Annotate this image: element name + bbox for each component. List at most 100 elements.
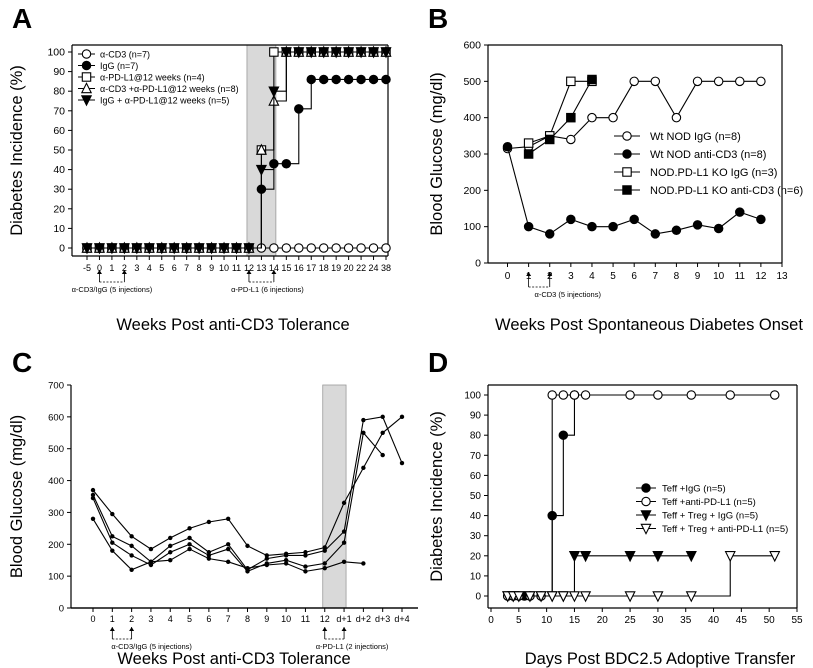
panel-c-data-point — [90, 487, 96, 493]
panel-c-x-tick-label: 2 — [129, 614, 134, 624]
panel-d-data-point — [547, 390, 557, 400]
panel-a-data-point — [356, 243, 366, 253]
panel-c-x-tick-label: 4 — [168, 614, 173, 624]
panel-a-data-point — [368, 243, 379, 253]
panel-a-x-tick-label: 7 — [184, 263, 189, 273]
panel-a-y-tick-label: 30 — [53, 184, 65, 196]
panel-b-data-point — [566, 214, 576, 225]
panel-c-data-point — [90, 492, 96, 498]
panel-c-x-tick-label: d+3 — [375, 614, 390, 624]
panel-a-x-tick-label: 13 — [256, 263, 266, 273]
panel-a-data-point — [218, 243, 230, 255]
panel-b-legend-label: Wt NOD anti-CD3 (n=8) — [650, 149, 766, 161]
panel-d-legend: Teff +IgG (n=5) Teff +anti-PD-L1 (n=5) Tef… — [636, 483, 788, 535]
panel-c-x-axis-title: Weeks Post anti-CD3 Tolerance — [117, 650, 350, 668]
panel-a-data-point — [281, 158, 292, 169]
panel-c-x-tick-label: 6 — [206, 614, 211, 624]
panel-c-x-tick-label: 0 — [90, 614, 95, 624]
panel-c-data-point — [399, 460, 405, 466]
panel-a-data-point — [181, 243, 193, 255]
panel-b-data-point — [566, 134, 576, 145]
panel-d-y-tick-label: 0 — [475, 592, 481, 603]
panel-c-data-point — [168, 535, 173, 541]
panel-c-x-tick-label: 3 — [148, 614, 153, 624]
panel-a-x-tick-label: 5 — [159, 263, 164, 273]
panel-d-x-tick-label: 15 — [569, 615, 581, 626]
panel-d-data-point — [624, 591, 636, 603]
panel-b-y-tick-label: 0 — [475, 258, 481, 270]
panel-a-data-point — [380, 47, 392, 59]
panel-c-x-tick-label: 9 — [264, 614, 269, 624]
panel-c-data-point — [168, 543, 173, 549]
panel-d-data-point — [579, 551, 592, 563]
panel-b-x-tick-label: 8 — [674, 271, 680, 282]
panel-a-data-point — [243, 243, 255, 255]
panel-d-y-tick-label: 20 — [470, 551, 482, 562]
panel-d-legend-marker — [640, 510, 652, 522]
panel-d-data-point — [558, 390, 569, 400]
panel-b-data-point — [713, 223, 724, 234]
panel-c-data-point — [380, 430, 385, 435]
panel-c-data-point — [322, 561, 327, 566]
panel-b-x-tick-label: 13 — [776, 271, 788, 282]
panel-d-x-tick-label: 10 — [541, 615, 553, 626]
panel-a-injection-label: α-PD-L1 (6 injections) — [231, 285, 304, 294]
panel-a-data-point — [331, 243, 341, 253]
panel-a-data-point — [331, 74, 341, 85]
panel-a-data-point — [306, 243, 316, 253]
panel-a-data-point — [318, 74, 329, 85]
panel-a-data-point — [255, 143, 268, 155]
panel-a-arrowhead — [121, 270, 127, 274]
panel-a-x-tick-label: 4 — [147, 263, 152, 273]
panel-b-data-point — [608, 112, 618, 123]
panel-a-injection-marker: α-PD-L1 (6 injections) — [231, 270, 304, 294]
panel-a-legend-label: α-CD3 (n=7) — [100, 50, 150, 60]
panel-d-x-tick-label: 40 — [708, 615, 720, 626]
panel-a-arrowhead — [246, 270, 252, 274]
panel-a-series-line — [87, 51, 386, 249]
panel-b-data-point — [566, 76, 576, 87]
panel-c-y-tick-label: 200 — [48, 540, 64, 551]
panel-c-injection-marker: α-CD3/IgG (5 injections) — [109, 627, 192, 651]
panel-b-data-point — [692, 76, 703, 87]
panel-c-injection-label: α-PD-L1 (2 injections) — [316, 642, 389, 651]
panel-c-series-line — [92, 416, 403, 556]
panel-c-data-point — [110, 534, 115, 539]
panel-c-y-axis-title: Blood Glucose (mg/dl) — [8, 415, 26, 578]
panel-a-y-tick-label: 10 — [53, 223, 65, 235]
panel-c-data-point — [283, 553, 289, 558]
panel-a-arrowhead — [271, 270, 277, 274]
panel-a-x-tick-label: 15 — [281, 263, 291, 273]
panel-c-data-point — [322, 565, 327, 571]
panel-b-data-point — [523, 221, 534, 232]
panel-a-data-point — [367, 47, 380, 59]
panel-a-data-point — [168, 243, 180, 255]
panel-c-data-point — [322, 545, 327, 550]
panel-a-y-tick-label: 70 — [53, 105, 65, 117]
panel-d-data-point — [558, 430, 569, 440]
panel-b-x-tick-label: 6 — [631, 271, 637, 282]
panel-d-x-tick-label: 55 — [791, 615, 803, 626]
panel-c-y-tick-label: 500 — [48, 444, 64, 455]
panel-b-data-point — [523, 149, 534, 159]
panel-c-y-tick-label: 400 — [48, 476, 64, 487]
panel-b-data-point — [544, 229, 555, 239]
panel-a-y-tick-label: 50 — [53, 145, 65, 157]
panel-c-data-point — [361, 465, 366, 471]
panel-b-legend-label: NOD.PD-L1 KO anti-CD3 (n=6) — [650, 185, 803, 197]
panel-a-y-tick-label: 20 — [53, 203, 65, 215]
panel-a-arrowhead — [96, 270, 102, 274]
panel-b-data-point — [523, 138, 534, 148]
panel-a-y-axis-title: Diabetes Incidence (%) — [8, 65, 26, 236]
panel-c-injection-marker: α-PD-L1 (2 injections) — [316, 627, 389, 651]
panel-b-y-tick-label: 200 — [463, 185, 481, 197]
panel-b-data-point — [587, 74, 597, 85]
panel-c-x-tick-label: 8 — [245, 614, 250, 624]
panel-c-y-tick-label: 100 — [48, 572, 64, 583]
panel-b-x-axis-title: Weeks Post Spontaneous Diabetes Onset — [495, 316, 803, 334]
panel-b-legend-marker — [622, 167, 632, 177]
panel-d-series-line — [507, 555, 692, 597]
panel-d-x-tick-label: 35 — [680, 615, 692, 626]
panel-c-data-point — [110, 548, 115, 553]
